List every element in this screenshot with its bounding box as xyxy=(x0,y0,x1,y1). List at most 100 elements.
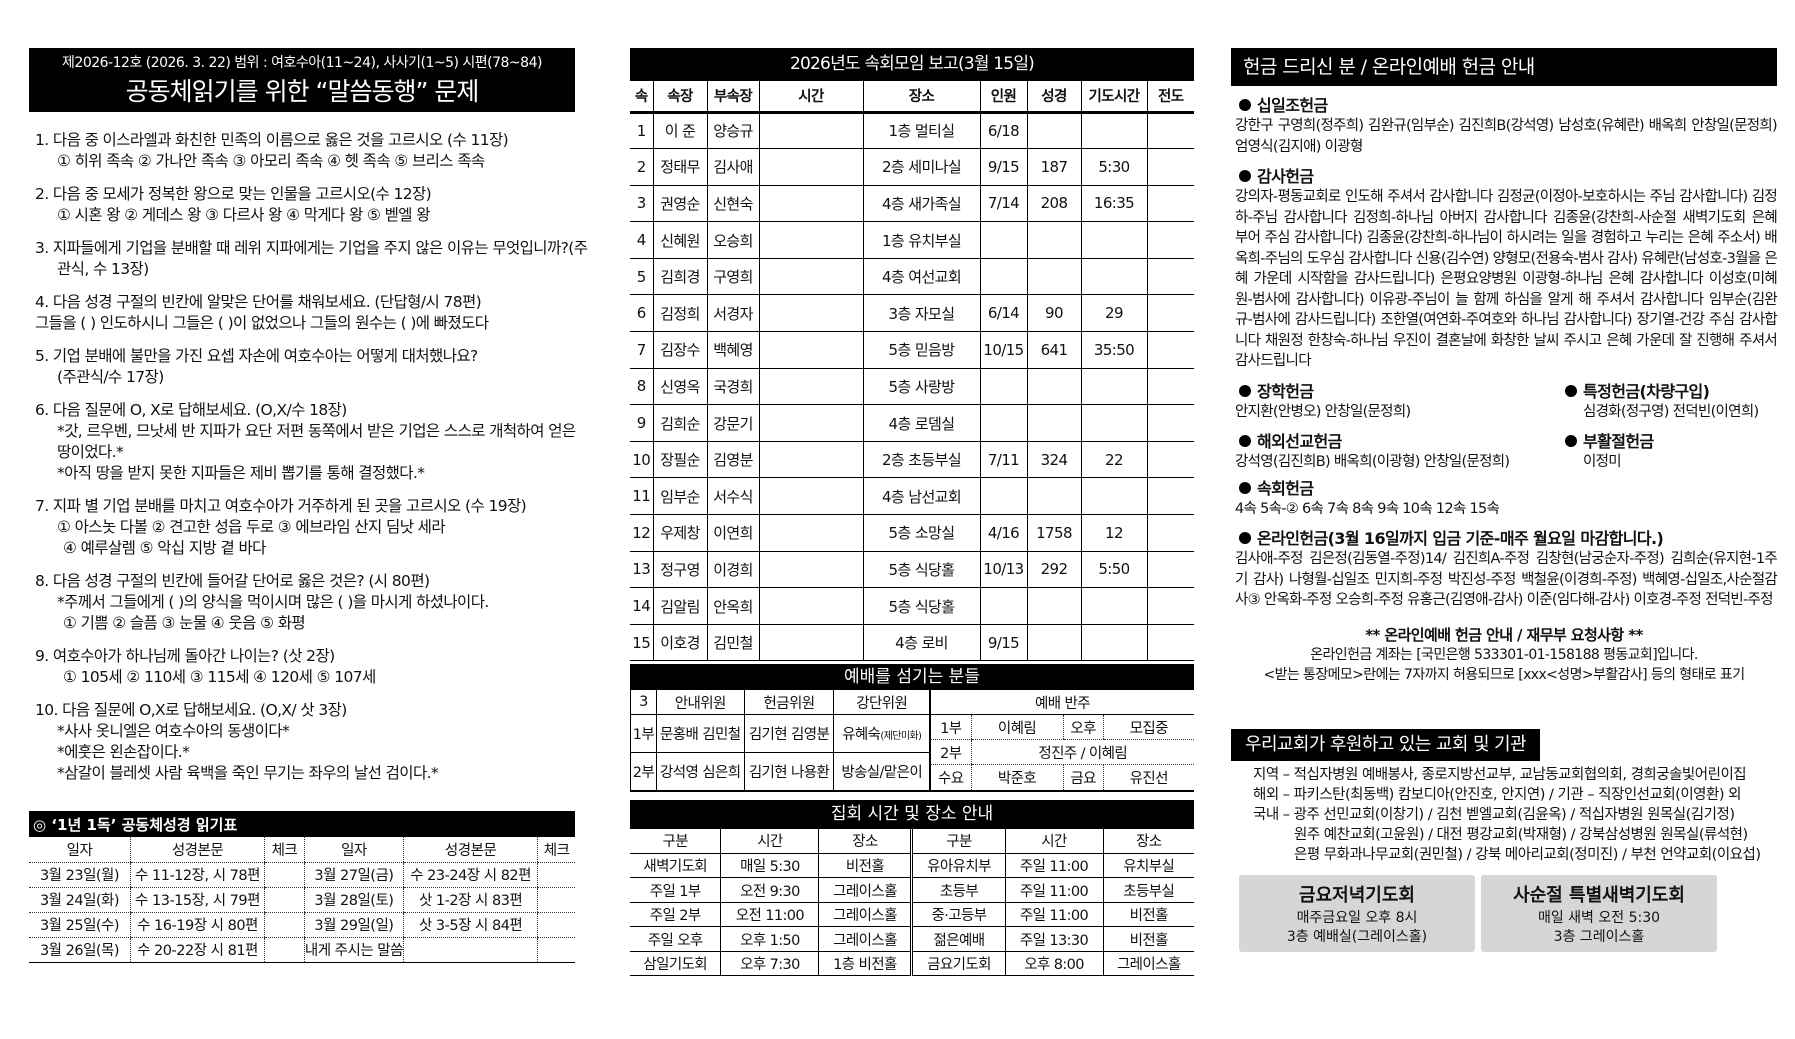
question: 8. 다음 성경 구절의 빈칸에 들어갈 단어로 옳은 것은? (시 80편) *… xyxy=(29,571,575,634)
accompanist-cell: 정진주 / 이혜림 xyxy=(970,739,1194,766)
notice-title: ** 온라인예배 헌금 안내 / 재무부 요청사항 ** xyxy=(1365,625,1643,644)
table-cell xyxy=(758,477,864,516)
reading-cell: 내게 주시는 말씀 xyxy=(303,937,403,963)
mission-list: 강석영(김진희B) 배옥희(이광형) 안창일(문정희) xyxy=(1235,454,1510,470)
column-header: 속 xyxy=(630,81,654,114)
accompanist-cell: 수요 xyxy=(938,771,964,788)
question-detail: (주관식/수 17장) xyxy=(57,368,164,386)
support-line: 해외 – 파키스탄(최동백) 캄보디아(안진호, 안지연) / 기관 – 직장인… xyxy=(1253,786,1741,803)
reading-cell: 3월 25일(수) xyxy=(29,912,131,938)
table-cell xyxy=(758,148,864,186)
reading-cell: 3월 24일(화) xyxy=(29,887,131,913)
reading-row: 3월 24일(화) 수 13-15장, 시 79편 3월 28일(토) 삿 1-2장 … xyxy=(29,887,575,913)
meeting-row: 주일 2부 오전 11:00 그레이스홀 중·고등부 주일 11:00 비전홀 xyxy=(630,902,1194,928)
table-cell: 김희경 xyxy=(652,258,708,296)
table-cell xyxy=(1146,185,1194,223)
table-cell: 신현숙 xyxy=(706,185,760,223)
table-cell xyxy=(979,477,1028,516)
table-cell: 16:35 xyxy=(1080,185,1148,223)
question-detail: 관식, 수 13장) xyxy=(57,260,149,278)
accompanist-cell: 모집중 xyxy=(1102,714,1194,741)
reading-table-header: 일자 성경본문 체크 일자 성경본문 체크 xyxy=(29,837,575,863)
reading-cell: 삿 1-2장 시 83편 xyxy=(402,887,538,913)
reading-cell xyxy=(402,937,538,963)
question-text: 1. 다음 중 이스라엘과 화친한 민족의 이름으로 옳은 것을 고르시오 (수… xyxy=(35,131,509,149)
table-row: 13 정구영 이경희 5층 식당홀 10/13 292 5:50 xyxy=(630,551,1194,589)
box-place: 3층 그레이스홀 xyxy=(1553,928,1645,945)
reading-cell: 수 13-15장, 시 79편 xyxy=(130,887,265,913)
middle-column: 2026년도 속회모임 보고(3월 15일) 속 속장 부속장 시간 장소 인원 성경 기도시… xyxy=(630,48,1194,977)
check-cell[interactable] xyxy=(264,862,305,888)
question-detail: *에훗은 왼손잡이다.* xyxy=(57,743,190,761)
table-cell: 7/11 xyxy=(979,441,1028,479)
table-cell: 신혜원 xyxy=(652,221,708,259)
tithe-list: 강한구 구영희(정주희) 김완규(임부순) 김진희B(강석영) 남성호(유혜란)… xyxy=(1235,118,1778,155)
question-text: 2. 다음 중 모세가 정복한 왕으로 맞는 인물을 고르시오(수 12장) xyxy=(35,185,432,203)
check-cell[interactable] xyxy=(264,887,305,913)
meetings-header: 구분 시간 장소 구분 시간 장소 xyxy=(630,828,1194,854)
check-cell[interactable] xyxy=(537,912,575,938)
table-cell: 김알림 xyxy=(652,587,708,625)
table-cell xyxy=(758,258,864,296)
question: 5. 기업 분배에 불만을 가진 요셉 자손에 여호수아는 어떻게 대처했나요?… xyxy=(29,346,575,388)
table-cell: 4층 남선교회 xyxy=(862,477,981,516)
meeting-cell: 주일 1부 xyxy=(630,877,721,903)
column-header: 기도시간 xyxy=(1080,81,1148,114)
table-cell xyxy=(1080,258,1148,296)
table-cell xyxy=(758,551,864,589)
meeting-cell: 유아유치부 xyxy=(910,853,1005,879)
check-cell[interactable] xyxy=(264,912,305,938)
reading-row: 3월 23일(월) 수 11-12장, 시 78편 3월 27일(금) 수 23-24… xyxy=(29,862,575,888)
meeting-cell: 매일 5:30 xyxy=(720,853,819,879)
meeting-cell: 그레이스홀 xyxy=(818,877,912,903)
check-cell[interactable] xyxy=(264,937,305,963)
table-cell: 김민철 xyxy=(706,624,760,662)
service-2-label: 2부 xyxy=(630,752,657,791)
table-cell: 이연희 xyxy=(706,514,760,552)
meeting-cell: 오전 9:30 xyxy=(720,877,819,903)
table-cell xyxy=(1146,404,1194,442)
box-time: 매일 새벽 오전 5:30 xyxy=(1537,909,1661,926)
table-cell xyxy=(758,514,864,552)
altar-1-note: (제단미화) xyxy=(880,730,922,742)
mission-title: 해외선교헌금 xyxy=(1257,432,1342,451)
question: 3. 지파들에게 기업을 분배할 때 레위 지파에게는 기업을 주지 않은 이유… xyxy=(29,238,588,280)
table-cell xyxy=(1080,477,1148,516)
table-cell: 14 xyxy=(630,587,654,625)
question-text: 6. 다음 질문에 O, X로 답해보세요. (O,X/수 18장) xyxy=(35,401,347,419)
bullet-icon xyxy=(1239,170,1251,182)
table-cell: 장필순 xyxy=(652,441,708,479)
meeting-cell: 주일 13:30 xyxy=(1004,926,1104,952)
online-heading: 온라인헌금(3월 16일까지 입금 기준-매주 월요일 마감합니다.) xyxy=(1231,525,1777,549)
table-cell xyxy=(758,441,864,479)
offering-header: 헌금위원 xyxy=(743,690,835,715)
table-cell: 서수식 xyxy=(706,477,760,516)
reading-cell: 삿 3-5장 시 84편 xyxy=(402,912,538,938)
bullet-icon xyxy=(1239,435,1251,447)
table-cell: 10/15 xyxy=(979,331,1028,369)
table-cell: 4층 여선교회 xyxy=(862,258,981,296)
check-cell[interactable] xyxy=(537,937,575,963)
table-cell: 이 준 xyxy=(652,112,708,150)
table-cell xyxy=(979,587,1028,625)
reading-table: 일자 성경본문 체크 일자 성경본문 체크 3월 23일(월) 수 11-12장, 시 78편… xyxy=(29,837,575,963)
scholarship-list: 안지환(안병오) 안창일(문정희) xyxy=(1235,403,1411,420)
easter-list: 이정미 xyxy=(1583,454,1622,470)
table-cell: 22 xyxy=(1080,441,1148,479)
offering-column: 헌금 드리신 분 / 온라인예배 헌금 안내 십일조헌금 강한구 구영희(정주희… xyxy=(1231,48,1778,952)
table-cell xyxy=(1026,477,1082,516)
reading-cell: 수 11-12장, 시 78편 xyxy=(130,862,265,888)
tithe-heading: 십일조헌금 xyxy=(1231,92,1777,116)
check-cell[interactable] xyxy=(537,862,575,888)
reading-row: 3월 25일(수) 수 16-19장 시 80편 3월 29일(일) 삿 3-5장 시… xyxy=(29,912,575,938)
table-cell xyxy=(1080,624,1148,662)
reading-cell: 3월 29일(일) xyxy=(303,912,404,938)
meetings-title: 집회 시간 및 장소 안내 xyxy=(630,799,1194,829)
table-cell xyxy=(1080,221,1148,259)
question-text: 9. 여호수아가 하나님께 돌아간 나이는? (삿 2장) xyxy=(35,647,335,665)
check-cell[interactable] xyxy=(537,887,575,913)
meeting-cell: 비전홀 xyxy=(1102,902,1194,928)
meeting-cell: 초등부실 xyxy=(1102,877,1194,903)
table-cell xyxy=(1026,404,1082,442)
box-title: 금요저녁기도회 xyxy=(1299,884,1415,906)
